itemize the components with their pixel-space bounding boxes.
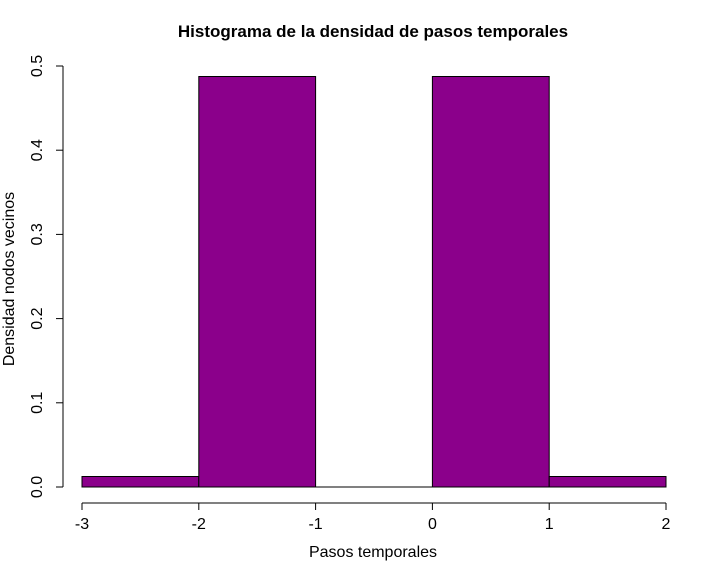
histogram-bar-4 [548,476,667,488]
x-tick-label: 1 [545,516,554,533]
histogram-bar-1 [198,76,317,488]
y-tick-label: 0.0 [29,476,46,498]
x-tick-label: -3 [75,516,89,533]
histogram-bar-0 [81,476,200,488]
x-tick-label: -2 [192,516,206,533]
y-tick-label: 0.4 [29,139,46,161]
y-tick-label: 0.2 [29,307,46,329]
x-axis-label: Pasos temporales [309,544,437,561]
y-axis: 0.0 0.1 0.2 0.3 0.4 0.5 [29,55,64,498]
y-tick-label: 0.1 [29,392,46,414]
y-tick-label: 0.3 [29,223,46,245]
x-tick-label: 2 [662,516,671,533]
y-tick-label: 0.5 [29,55,46,77]
x-axis: -3 -2 -1 0 1 2 [75,502,671,533]
x-tick-label: -1 [308,516,322,533]
chart-title: Histograma de la densidad de pasos tempo… [178,22,568,41]
bars-group [81,76,667,488]
y-axis-label: Densidad nodos vecinos [1,192,18,366]
x-tick-label: 0 [428,516,437,533]
histogram-bar-3 [431,76,550,488]
